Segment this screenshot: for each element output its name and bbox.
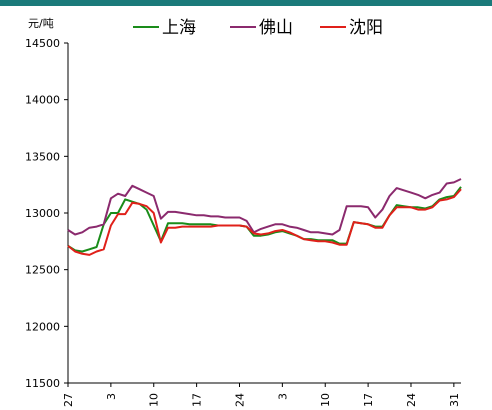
x-tick-label: 24 — [233, 393, 246, 407]
x-tick-label: 10 — [148, 393, 161, 407]
x-tick-label: 27 — [62, 393, 75, 407]
x-tick-label: 3 — [105, 393, 118, 400]
x-tick-label: 17 — [362, 393, 375, 407]
x-axis-ticks: 27 3 10 17 24 3 10 17 24 31 — [62, 383, 461, 407]
x-tick-label: 17 — [191, 393, 204, 407]
top-accent-bar — [0, 0, 492, 6]
x-tick-label: 10 — [319, 393, 332, 407]
legend: 上海 佛山 沈阳 — [133, 18, 383, 38]
x-tick-label: 31 — [448, 393, 461, 407]
y-axis-ticks: 11500 12000 12500 13000 13500 14000 14500 — [25, 37, 68, 390]
y-tick-label: 13000 — [25, 207, 60, 220]
series-line-2 — [67, 188, 462, 256]
legend-label-1: 佛山 — [259, 18, 293, 38]
series-line-1 — [67, 178, 462, 236]
x-tick-label: 24 — [405, 393, 418, 407]
y-tick-label: 12500 — [25, 264, 60, 277]
legend-label-0: 上海 — [162, 18, 196, 38]
series-layer — [67, 178, 462, 256]
y-axis-unit-label: 元/吨 — [28, 17, 54, 30]
y-tick-label: 14000 — [25, 94, 60, 107]
series-line-0 — [67, 186, 462, 253]
y-tick-label: 11500 — [25, 377, 60, 390]
x-tick-label: 3 — [276, 393, 289, 400]
y-tick-label: 13500 — [25, 150, 60, 163]
y-tick-label: 12000 — [25, 320, 60, 333]
legend-label-2: 沈阳 — [349, 18, 383, 38]
y-tick-label: 14500 — [25, 37, 60, 50]
